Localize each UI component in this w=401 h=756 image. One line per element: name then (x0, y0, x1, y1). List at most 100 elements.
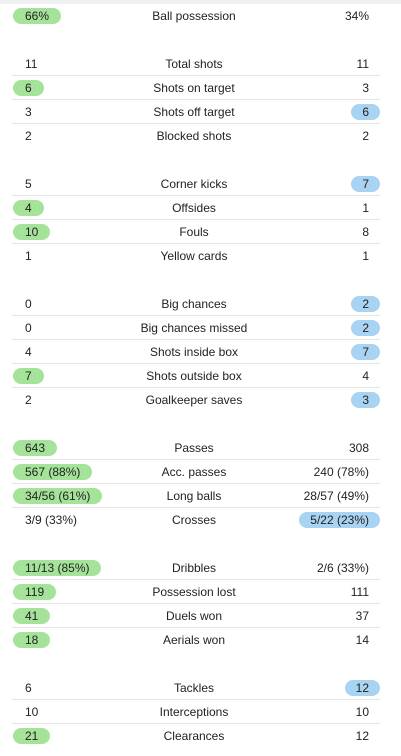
stat-row-possession-lost: Possession lost 119 111 (0, 580, 388, 604)
stat-name: Dribbles (171, 561, 216, 575)
away-value: 7 (351, 344, 380, 360)
stat-name: Aerials won (162, 633, 226, 647)
home-value: 6 (13, 80, 44, 96)
stat-row-blocked-shots: Blocked shots 2 2 (0, 124, 388, 148)
stat-name: Interceptions (159, 705, 229, 719)
away-value: 1 (362, 201, 369, 215)
stat-row-shots-inside-box: Shots inside box 4 7 (0, 340, 388, 364)
stat-name: Yellow cards (160, 249, 228, 263)
stat-row-corner-kicks: Corner kicks 5 7 (0, 172, 388, 196)
stat-row-acc-passes: Acc. passes 567 (88%) 240 (78%) (0, 460, 388, 484)
away-value: 12 (355, 729, 369, 743)
away-value: 2 (351, 320, 380, 336)
home-value: 0 (25, 321, 32, 335)
stat-name: Shots inside box (149, 345, 239, 359)
stat-row-dribbles: Dribbles 11/13 (85%) 2/6 (33%) (0, 556, 388, 580)
stat-name: Shots on target (153, 81, 235, 95)
home-value: 34/56 (61%) (13, 488, 103, 504)
away-value: 1 (362, 249, 369, 263)
home-value: 4 (25, 345, 32, 359)
stat-name: Duels won (165, 609, 223, 623)
stat-row-yellow-cards: Yellow cards 1 1 (0, 244, 388, 268)
home-value: 4 (13, 200, 44, 216)
away-value: 14 (355, 633, 369, 647)
away-value: 37 (355, 609, 369, 623)
stat-name: Crosses (171, 513, 216, 527)
stat-name: Big chances missed (140, 321, 248, 335)
home-value: 66% (13, 8, 62, 24)
stat-row-big-chances: Big chances 0 2 (0, 292, 388, 316)
away-value: 3 (351, 392, 380, 408)
stat-name: Blocked shots (156, 129, 232, 143)
away-value: 2 (351, 296, 380, 312)
stat-row-tackles: Tackles 6 12 (0, 676, 388, 700)
home-value: 10 (25, 705, 39, 719)
stat-row-ball-possession: Ball possession 66% 34% (0, 4, 388, 28)
stat-name: Long balls (166, 489, 222, 503)
away-value: 10 (355, 705, 369, 719)
away-value: 34% (344, 9, 369, 23)
away-value: 308 (348, 441, 369, 455)
stat-row-shots-on-target: Shots on target 6 3 (0, 76, 388, 100)
home-value: 10 (13, 224, 51, 240)
stat-name: Offsides (172, 201, 216, 215)
stat-name: Corner kicks (160, 177, 228, 191)
home-value: 3 (25, 105, 32, 119)
stat-name: Total shots (165, 57, 223, 71)
top-divider (0, 0, 401, 4)
stat-row-fouls: Fouls 10 8 (0, 220, 388, 244)
stat-row-aerials-won: Aerials won 18 14 (0, 628, 388, 652)
stat-row-shots-outside-box: Shots outside box 7 4 (0, 364, 388, 388)
stat-row-interceptions: Interceptions 10 10 (0, 700, 388, 724)
stat-row-total-shots: Total shots 11 11 (0, 52, 388, 76)
home-value: 119 (13, 584, 57, 600)
away-value: 2 (362, 129, 369, 143)
home-value: 643 (13, 440, 58, 456)
away-value: 12 (344, 680, 380, 696)
away-value: 8 (362, 225, 369, 239)
stat-row-clearances: Clearances 21 12 (0, 724, 388, 748)
away-value: 28/57 (49%) (303, 489, 369, 503)
away-value: 2/6 (33%) (316, 561, 369, 575)
stat-row-crosses: Crosses 3/9 (33%) 5/22 (23%) (0, 508, 388, 532)
home-value: 0 (25, 297, 32, 311)
stat-row-duels-won: Duels won 41 37 (0, 604, 388, 628)
stat-name: Passes (174, 441, 214, 455)
stat-name: Possession lost (152, 585, 236, 599)
stat-row-passes: Passes 643 308 (0, 436, 388, 460)
home-value: 11/13 (85%) (13, 560, 102, 576)
stat-row-goalkeeper-saves: Goalkeeper saves 2 3 (0, 388, 388, 412)
stat-row-big-chances-missed: Big chances missed 0 2 (0, 316, 388, 340)
stat-name: Ball possession (152, 9, 236, 23)
away-value: 4 (362, 369, 369, 383)
home-value: 21 (13, 728, 51, 744)
stat-name: Fouls (179, 225, 209, 239)
home-value: 6 (25, 681, 32, 695)
home-value: 7 (13, 368, 44, 384)
stat-name: Acc. passes (161, 465, 227, 479)
home-value: 567 (88%) (13, 464, 93, 480)
stat-name: Shots off target (153, 105, 235, 119)
away-value: 111 (350, 585, 369, 599)
home-value: 11 (25, 57, 38, 71)
home-value: 2 (25, 129, 32, 143)
home-value: 2 (25, 393, 32, 407)
away-value: 240 (78%) (313, 465, 369, 479)
home-value: 1 (25, 249, 32, 263)
away-value: 6 (351, 104, 380, 120)
stat-name: Shots outside box (146, 369, 242, 383)
home-value: 41 (13, 608, 51, 624)
away-value: 7 (351, 176, 380, 192)
stat-row-offsides: Offsides 4 1 (0, 196, 388, 220)
stat-name: Big chances (161, 297, 227, 311)
stat-row-long-balls: Long balls 34/56 (61%) 28/57 (49%) (0, 484, 388, 508)
away-value: 11 (356, 57, 369, 71)
stat-name: Clearances (163, 729, 225, 743)
stat-row-shots-off-target: Shots off target 3 6 (0, 100, 388, 124)
home-value: 5 (25, 177, 32, 191)
home-value: 18 (13, 632, 51, 648)
away-value: 5/22 (23%) (299, 512, 380, 528)
stat-name: Goalkeeper saves (145, 393, 243, 407)
home-value: 3/9 (33%) (25, 513, 78, 527)
stat-name: Tackles (173, 681, 214, 695)
